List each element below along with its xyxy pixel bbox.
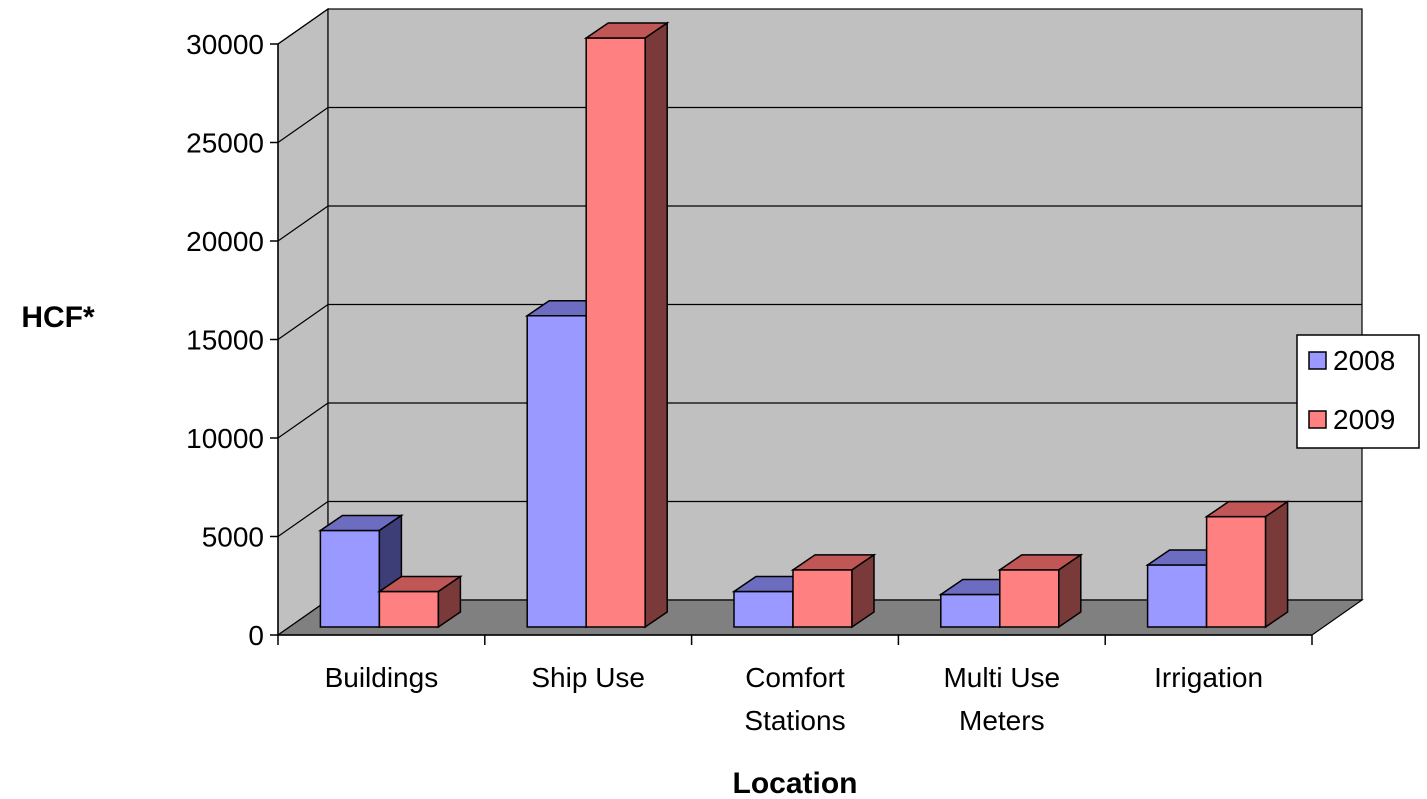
legend-item-2009: 2009 [1308,404,1395,435]
gridline-side [277,402,329,439]
y-axis-title: HCF* [21,301,95,334]
y-tick-labels: 0 5000 10000 15000 20000 25000 30000 [186,29,264,651]
bar-front [319,529,381,628]
x-tick-label: Multi Use Meters [943,662,1060,736]
bar-side [1264,500,1289,629]
y-tick-label: 15000 [186,325,264,356]
bar-front [526,314,587,628]
legend-label-2009: 2009 [1333,404,1395,435]
x-tick-label: Comfort Stations [744,662,845,736]
y-tick-label: 10000 [186,423,264,454]
y-tick-label: 5000 [202,522,264,553]
legend: 2008 2009 [1296,334,1420,449]
y-tick-label: 25000 [186,128,264,159]
bar-front [940,593,1001,628]
x-tick-label: Buildings [325,662,439,693]
gridline-side [277,107,329,143]
bar-2009-3 [997,553,1084,629]
y-tick-label: 0 [248,620,264,651]
gridline-side [277,501,329,537]
bar-front [378,590,440,628]
x-tick-label: Irrigation [1154,662,1263,693]
bar-front [999,569,1060,628]
bar-front [1146,564,1208,628]
y-tick-label: 30000 [186,29,264,60]
bar-front [1205,515,1267,628]
x-tick-label: Ship Use [531,662,645,693]
axes [270,43,1313,645]
bar-front [792,569,853,628]
gridline-side [277,8,329,45]
bar-2009-2 [790,553,877,629]
bar-front [585,37,646,628]
bar-2009-1 [583,21,670,629]
x-category-labels: Buildings Ship Use Comfort Stations Multi Us… [325,662,1263,736]
bar-2009-0 [376,575,463,629]
legend-item-2008: 2008 [1308,345,1395,376]
y-tick-label: 20000 [186,226,264,257]
bar-side [437,575,462,629]
legend-swatch-2008 [1308,351,1327,370]
chart-walls [277,7,1363,637]
gridline-side [277,304,329,340]
bar-side [644,21,668,629]
legend-swatch-2009 [1308,410,1327,429]
bars [317,21,1291,629]
gridline-side [277,205,329,242]
bar-front [733,590,794,628]
gridlines [277,8,1362,537]
bar-side [851,553,875,629]
bar-2009-4 [1204,500,1291,629]
bar-side [1058,553,1082,629]
x-axis-title: Location [733,767,858,799]
legend-label-2008: 2008 [1333,345,1395,376]
